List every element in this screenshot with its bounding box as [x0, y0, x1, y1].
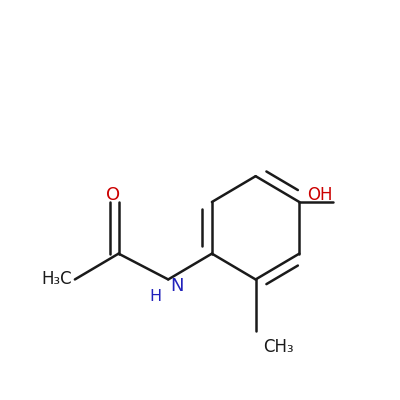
Text: H: H	[150, 289, 162, 304]
Text: H₃C: H₃C	[41, 270, 72, 288]
Text: O: O	[106, 186, 120, 204]
Text: N: N	[170, 277, 184, 295]
Text: OH: OH	[307, 186, 333, 204]
Text: CH₃: CH₃	[263, 338, 293, 356]
